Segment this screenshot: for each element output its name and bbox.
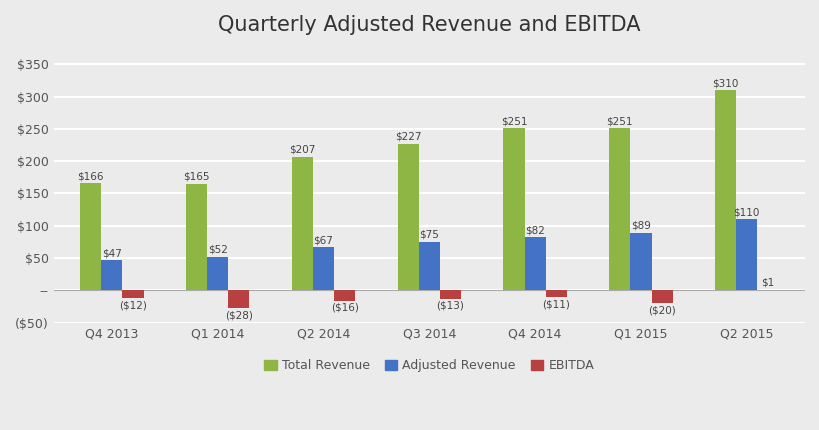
Bar xyxy=(651,290,672,303)
Text: $251: $251 xyxy=(606,116,632,126)
Bar xyxy=(80,183,101,290)
Text: $67: $67 xyxy=(313,235,333,245)
Bar xyxy=(292,157,313,290)
Text: ($13): ($13) xyxy=(436,301,464,310)
Title: Quarterly Adjusted Revenue and EBITDA: Quarterly Adjusted Revenue and EBITDA xyxy=(218,15,640,35)
Legend: Total Revenue, Adjusted Revenue, EBITDA: Total Revenue, Adjusted Revenue, EBITDA xyxy=(259,354,599,378)
Bar xyxy=(333,290,355,301)
Bar xyxy=(419,242,439,290)
Text: ($12): ($12) xyxy=(119,300,147,310)
Bar xyxy=(186,184,207,290)
Bar xyxy=(207,257,228,290)
Text: $89: $89 xyxy=(631,221,650,231)
Bar xyxy=(524,237,545,290)
Text: ($20): ($20) xyxy=(648,305,675,315)
Text: $251: $251 xyxy=(500,116,527,126)
Text: $207: $207 xyxy=(289,144,315,155)
Bar xyxy=(122,290,143,298)
Text: $47: $47 xyxy=(102,248,121,258)
Bar xyxy=(503,128,524,290)
Text: $1: $1 xyxy=(760,278,774,288)
Bar xyxy=(228,290,249,308)
Bar xyxy=(609,128,630,290)
Bar xyxy=(313,247,333,290)
Bar xyxy=(439,290,460,299)
Text: $52: $52 xyxy=(207,245,228,255)
Text: ($11): ($11) xyxy=(541,299,569,309)
Bar xyxy=(735,219,757,290)
Text: $75: $75 xyxy=(419,230,439,240)
Bar xyxy=(101,260,122,290)
Text: $82: $82 xyxy=(524,225,545,235)
Text: $227: $227 xyxy=(395,132,421,142)
Bar xyxy=(397,144,419,290)
Text: ($16): ($16) xyxy=(330,303,358,313)
Bar xyxy=(545,290,566,298)
Text: $166: $166 xyxy=(77,171,104,181)
Bar xyxy=(630,233,651,290)
Bar xyxy=(714,90,735,290)
Text: ($28): ($28) xyxy=(224,310,252,320)
Text: $310: $310 xyxy=(712,78,738,88)
Text: $165: $165 xyxy=(183,172,210,182)
Text: $110: $110 xyxy=(733,207,759,217)
